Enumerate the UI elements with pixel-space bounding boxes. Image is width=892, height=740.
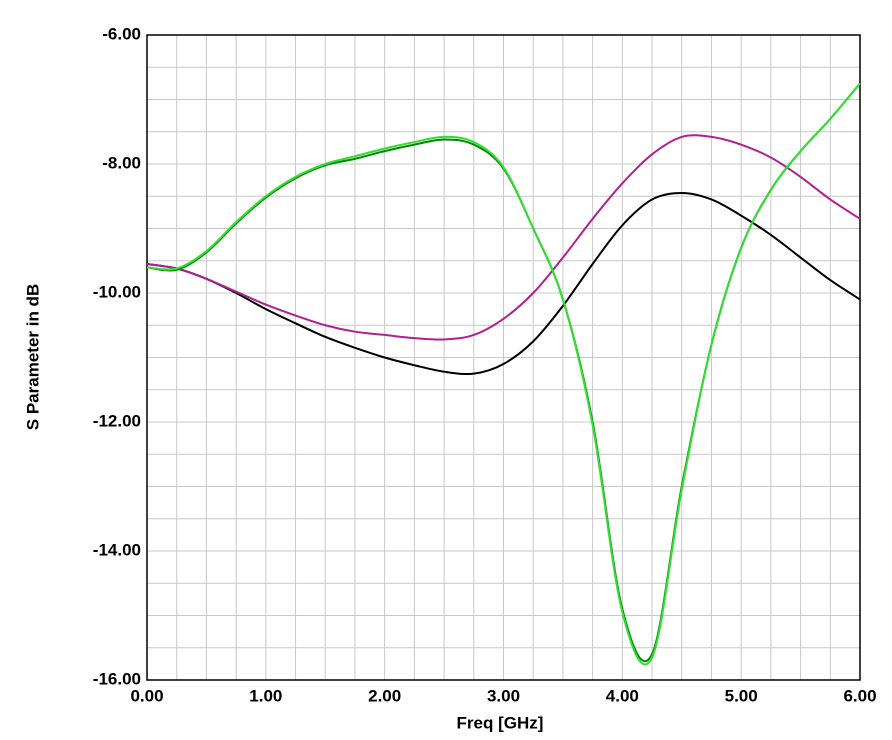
y-axis-title: S Parameter in dB	[23, 284, 42, 430]
x-tick-label: 4.00	[606, 686, 639, 705]
x-tick-label: 2.00	[368, 686, 401, 705]
y-tick-label: -14.00	[93, 540, 141, 559]
y-tick-label: -12.00	[93, 411, 141, 430]
x-axis-title: Freq [GHz]	[457, 713, 544, 732]
y-tick-label: -16.00	[93, 669, 141, 688]
series-line	[146, 82, 861, 666]
series-line	[146, 134, 861, 341]
y-tick-label: -8.00	[102, 153, 141, 172]
y-tick-label: -10.00	[93, 282, 141, 301]
series-line	[146, 192, 861, 376]
x-tick-label: 6.00	[843, 686, 876, 705]
x-tick-label: 0.00	[130, 686, 163, 705]
y-tick-label: -6.00	[102, 24, 141, 43]
x-tick-label: 5.00	[725, 686, 758, 705]
x-tick-label: 3.00	[487, 686, 520, 705]
x-tick-label: 1.00	[249, 686, 282, 705]
plot-frame	[146, 34, 861, 681]
